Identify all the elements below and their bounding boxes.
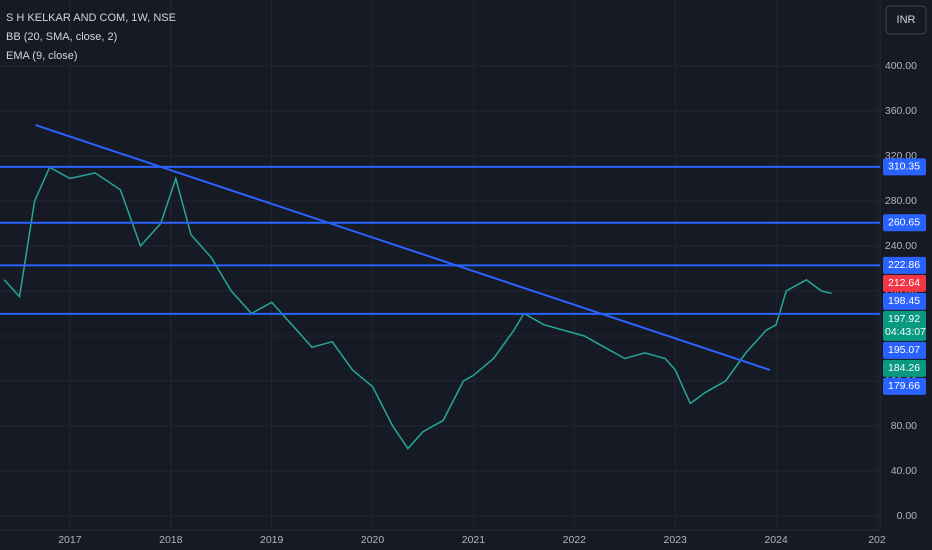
price-label-box: [883, 158, 926, 176]
price-label-box: [883, 292, 926, 310]
price-label: 310.35: [888, 161, 920, 173]
price-label-box: [883, 377, 926, 395]
price-label: 212.64: [888, 277, 920, 289]
x-tick-label: 2019: [260, 534, 284, 546]
x-tick-label: 202: [868, 534, 886, 546]
x-tick-label: 2022: [563, 534, 587, 546]
indicator-label: BB (20, SMA, close, 2): [6, 31, 117, 43]
x-tick-label: 2017: [58, 534, 82, 546]
y-tick-label: 400.00: [885, 60, 917, 72]
y-tick-label: 240.00: [885, 240, 917, 252]
trend-line: [35, 124, 771, 371]
y-tick-label: 360.00: [885, 105, 917, 117]
y-tick-label: 0.00: [897, 510, 918, 522]
price-line: [3, 166, 832, 450]
price-label-box: [883, 341, 926, 359]
currency-label[interactable]: INR: [897, 14, 916, 26]
price-label: 184.26: [888, 362, 920, 374]
price-label-box: [883, 310, 926, 341]
price-label-box: [883, 256, 926, 274]
countdown: 04:43:07: [885, 326, 926, 338]
x-tick-label: 2018: [159, 534, 183, 546]
indicator-label: EMA (9, close): [6, 50, 78, 62]
price-label: 260.65: [888, 217, 920, 229]
x-tick-label: 2021: [462, 534, 486, 546]
plot: [0, 124, 880, 450]
x-tick-label: 2024: [764, 534, 788, 546]
chart-title: S H KELKAR AND COM, 1W, NSE: [6, 12, 176, 24]
y-tick-label: 280.00: [885, 195, 917, 207]
currency-button[interactable]: [885, 5, 927, 35]
y-tick-label: 40.00: [891, 465, 917, 477]
x-tick-label: 2023: [664, 534, 688, 546]
x-tick-label: 2020: [361, 534, 385, 546]
price-label: 197.92: [888, 313, 920, 325]
y-tick-label: 80.00: [891, 420, 917, 432]
price-label: 195.07: [888, 344, 920, 356]
price-label-box: [883, 214, 926, 232]
price-label: 222.86: [888, 259, 920, 271]
price-label: 198.45: [888, 295, 920, 307]
price-label-box: [883, 274, 926, 292]
price-label-box: [883, 359, 926, 377]
axes: 0.0040.0080.00120.00160.00200.00240.0028…: [58, 60, 926, 546]
price-label: 179.66: [888, 380, 920, 392]
